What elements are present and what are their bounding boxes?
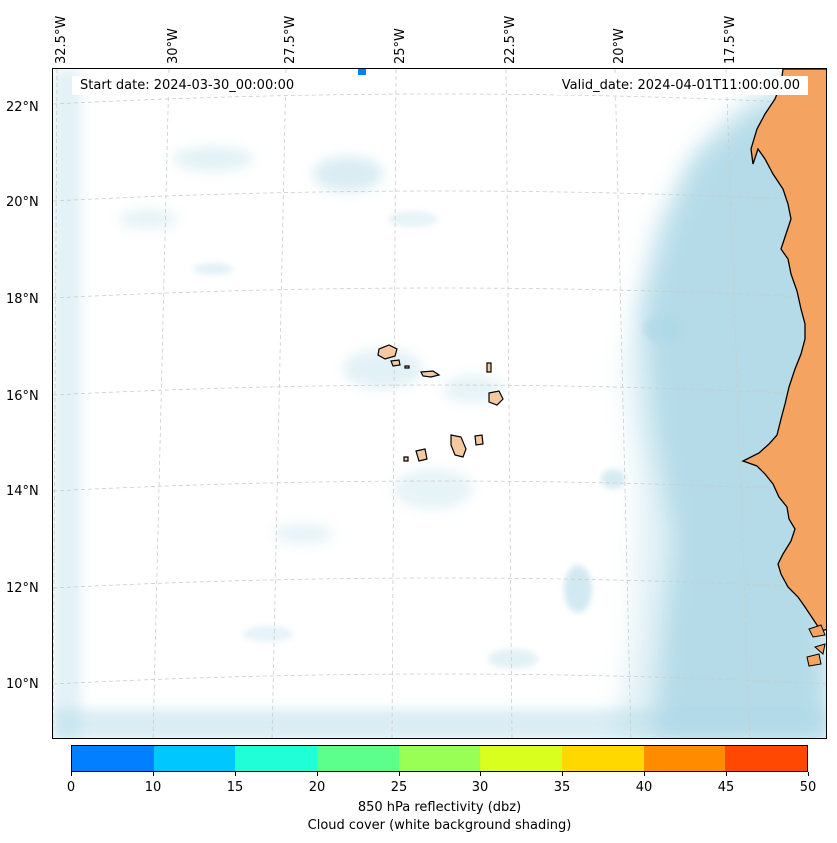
island-fogo: [415, 448, 428, 462]
latitude-label: 10°N: [6, 677, 39, 692]
colorbar-segment: [398, 746, 481, 771]
cloud-patch: [393, 469, 473, 509]
island-sal: [486, 362, 492, 373]
cloud-patch: [564, 565, 592, 613]
colorbar-tick-label: 15: [226, 780, 244, 795]
reflectivity-marker: [358, 69, 366, 75]
colorbar-tick: [317, 772, 318, 776]
cloud-patch: [243, 626, 293, 642]
cloud-patch: [173, 147, 253, 171]
cloud-patch: [273, 524, 333, 544]
longitude-label: 27.5°W: [283, 15, 298, 64]
colorbar-segment: [480, 746, 563, 771]
cloud-band-east-outer: [613, 69, 826, 738]
parallel: [53, 577, 826, 589]
meridian: [505, 69, 513, 738]
colorbar-tick: [562, 772, 563, 776]
parallel: [53, 480, 826, 492]
parallel: [53, 384, 826, 396]
start-date-label: Start date: 2024-03-30_00:00:00: [72, 76, 303, 95]
latitude-label: 20°N: [6, 195, 39, 210]
colorbar-segment: [562, 746, 644, 771]
island-santa-luzia: [404, 365, 410, 369]
meridian: [152, 69, 170, 738]
colorbar-sublabel: Cloud cover (white background shading): [307, 818, 572, 833]
colorbar-segment: [235, 746, 318, 771]
island-santo-antao: [377, 344, 398, 360]
cloud-patch: [488, 649, 538, 669]
graticule: [53, 69, 826, 738]
colorbar-tick: [235, 772, 236, 776]
map-panel: [52, 68, 827, 739]
colorbar-tick: [480, 772, 481, 776]
parallel: [53, 93, 826, 105]
island-brava: [403, 456, 409, 462]
island-sao-vicente: [390, 359, 401, 367]
longitude-label: 17.5°W: [723, 15, 738, 64]
colorbar-tick: [153, 772, 154, 776]
cloud-patch: [193, 263, 233, 275]
map-canvas: [53, 69, 826, 738]
cloud-patch: [601, 469, 625, 489]
meridian: [391, 69, 397, 738]
island-sao-nicolau: [420, 370, 441, 378]
parallel: [53, 190, 826, 202]
parallel: [53, 673, 826, 685]
island-maio: [474, 434, 484, 446]
cloud-cover-shading: [53, 69, 826, 738]
colorbar-tick: [726, 772, 727, 776]
reflectivity-colorbar: [71, 745, 808, 772]
colorbar-tick: [808, 772, 809, 776]
longitude-label: 22.5°W: [503, 15, 518, 64]
colorbar-tick-label: 45: [717, 780, 735, 795]
colorbar-tick-label: 25: [390, 780, 408, 795]
cloud-band-west: [53, 69, 81, 738]
colorbar-tick-label: 30: [471, 780, 489, 795]
island-santiago: [450, 434, 467, 458]
colorbar-segment: [643, 746, 726, 771]
latitude-label: 14°N: [6, 484, 39, 499]
colorbar-tick: [71, 772, 72, 776]
colorbar-tick-label: 20: [308, 780, 326, 795]
latitude-label: 12°N: [6, 581, 39, 596]
latitude-label: 22°N: [6, 100, 39, 115]
longitude-label: 30°W: [166, 28, 181, 64]
cloud-band-south: [53, 709, 826, 738]
colorbar-tick-label: 40: [635, 780, 653, 795]
cloud-patch: [388, 211, 438, 227]
cloud-patch: [443, 375, 503, 403]
valid-date-label: Valid_date: 2024-04-01T11:00:00.00: [553, 76, 808, 95]
cloud-patch: [343, 349, 423, 389]
cloud-patch: [313, 156, 383, 192]
colorbar-tick-label: 35: [553, 780, 571, 795]
colorbar-segment: [317, 746, 399, 771]
cloud-patch: [118, 209, 178, 229]
colorbar-segment: [153, 746, 236, 771]
longitude-label: 20°W: [612, 28, 627, 64]
colorbar-segment: [72, 746, 154, 771]
colorbar-tick: [399, 772, 400, 776]
colorbar-segment: [725, 746, 808, 771]
parallel: [53, 287, 826, 299]
west-africa-land: [741, 69, 826, 632]
longitude-label: 32.5°W: [54, 15, 69, 64]
bijagos-islands: [806, 624, 826, 667]
longitude-label: 25°W: [393, 28, 408, 64]
colorbar-tick-label: 0: [66, 780, 76, 795]
cape-verde-islands: [377, 344, 504, 462]
colorbar-label: 850 hPa reflectivity (dbz): [357, 800, 522, 815]
colorbar-tick: [644, 772, 645, 776]
latitude-label: 18°N: [6, 292, 39, 307]
latitude-label: 16°N: [6, 389, 39, 404]
colorbar-tick-label: 10: [144, 780, 162, 795]
island-boa-vista: [488, 390, 504, 406]
cloud-patch: [643, 315, 683, 343]
colorbar-tick-label: 50: [799, 780, 817, 795]
